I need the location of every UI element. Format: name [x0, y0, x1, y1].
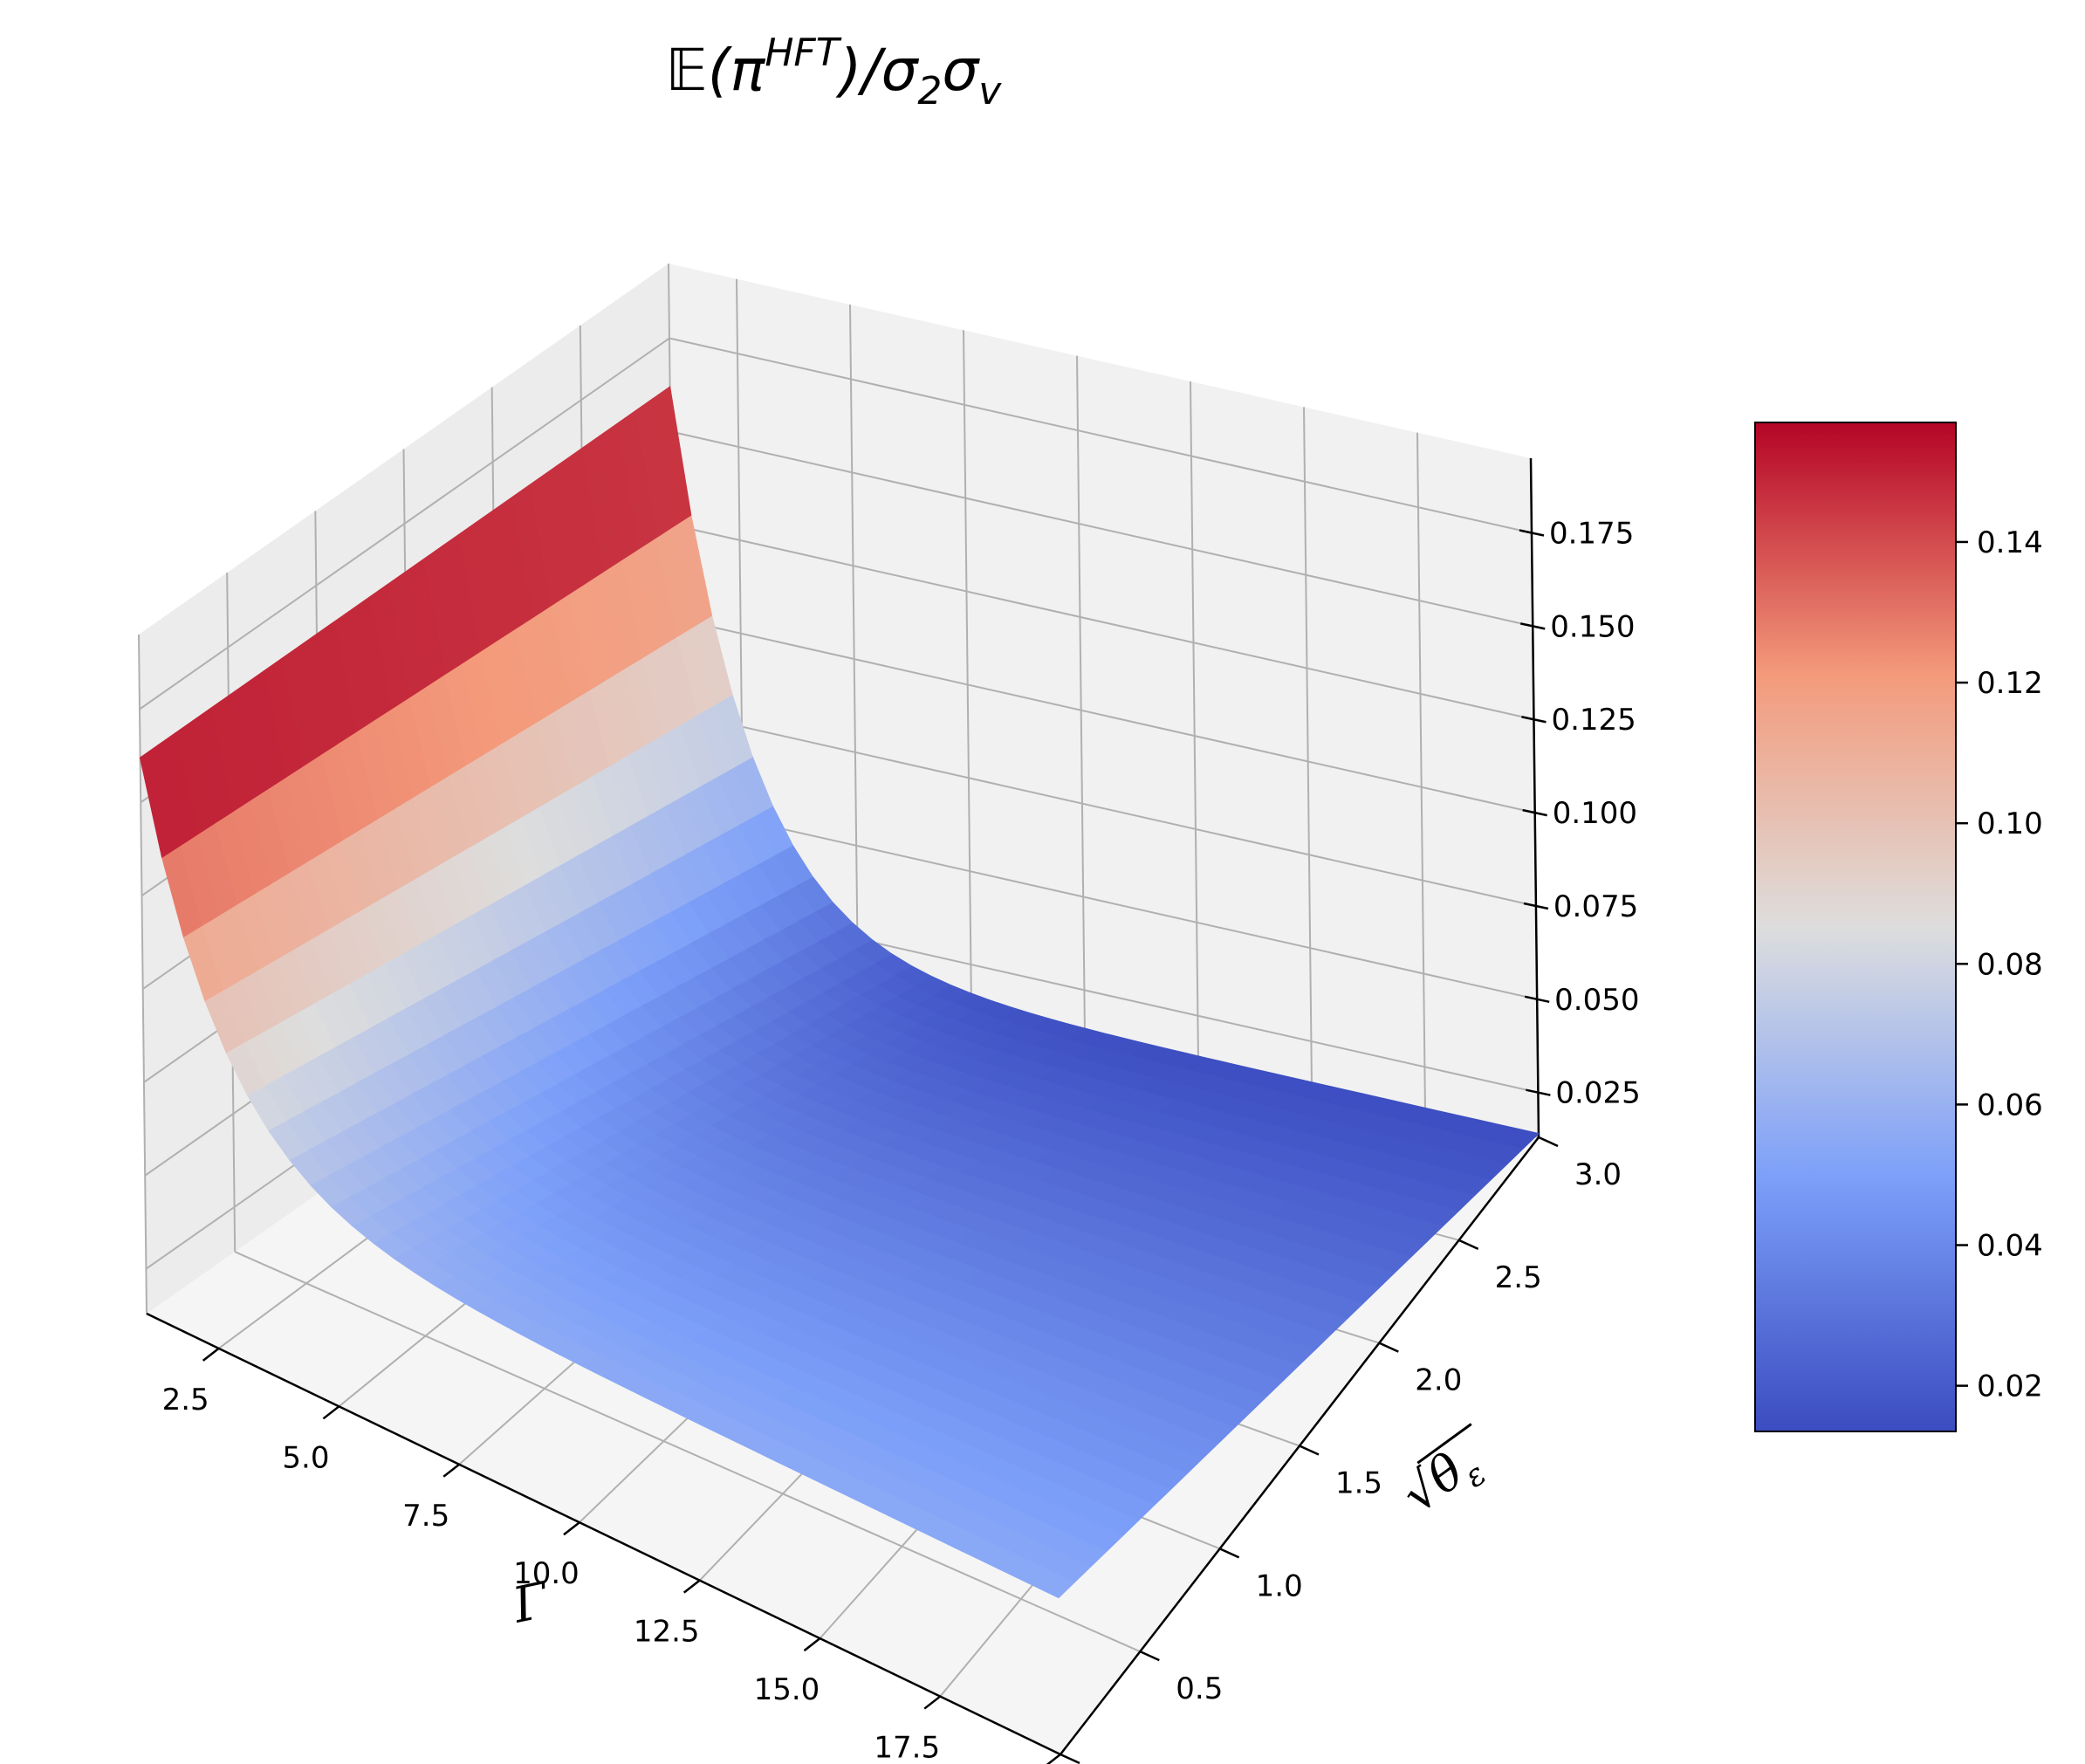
gridline [1076, 355, 1086, 1035]
gridline [1416, 432, 1426, 1112]
x-tick-label: 12.5 [634, 1615, 700, 1650]
y-tick-label: 3.0 [1574, 1157, 1622, 1192]
x-tick-label: 2.5 [162, 1383, 209, 1417]
y-label-radical-bar [1416, 1423, 1472, 1465]
z-tick-mark [1526, 1088, 1551, 1096]
x-axis-line [146, 1312, 1061, 1756]
title-sub: 2 [917, 69, 942, 113]
y-tick-label: 1.5 [1335, 1466, 1382, 1501]
z-axis-line [1529, 457, 1540, 1138]
x-tick-mark [202, 1347, 220, 1362]
title-prefix: 𝔼(π [666, 37, 766, 104]
gridline [138, 634, 147, 1314]
tick-labels: 2.55.07.510.012.515.017.520.00.00.51.01.… [162, 516, 1641, 1764]
gridline [672, 617, 1535, 814]
chart-title: 𝔼(πHFT)/σ2σv [666, 31, 1003, 113]
gridline [963, 330, 972, 1010]
x-tick-label: 7.5 [402, 1499, 449, 1534]
y-tick-label: 0.5 [1176, 1671, 1223, 1706]
x-tick-mark [1046, 1754, 1061, 1764]
title-mid: )/σ [835, 37, 920, 104]
y-tick-mark [1139, 1651, 1160, 1662]
x-tick-mark [563, 1521, 580, 1536]
y-tick-mark [1458, 1239, 1479, 1250]
z-tick-label: 0.100 [1553, 796, 1637, 831]
gridline [674, 803, 1538, 1000]
z-tick-mark [1521, 716, 1547, 724]
y-tick-mark [1299, 1445, 1320, 1456]
y-tick-label: 1.0 [1256, 1568, 1303, 1603]
surface-plot [140, 386, 1540, 1599]
gridline [234, 1251, 1141, 1653]
x-tick-mark [803, 1637, 821, 1652]
title-mid2: σ [942, 37, 980, 104]
z-tick-label: 0.150 [1550, 609, 1635, 644]
back-pane [669, 264, 1539, 1137]
z-tick-mark [1519, 622, 1546, 630]
z-tick-mark [1522, 808, 1547, 817]
title-sub2: v [978, 69, 1002, 113]
colorbar [1754, 422, 1957, 1432]
x-tick-mark [442, 1463, 460, 1478]
surface-patch [140, 745, 181, 858]
x-tick-label: 5.0 [282, 1440, 329, 1475]
colorbar-tick-label: 0.02 [1977, 1369, 2043, 1404]
colorbar-ticks: 0.02 0.04 0.06 0.08 0.10 0.12 0.14 [1956, 525, 2043, 1404]
y-tick-mark [1538, 1136, 1559, 1148]
gridline [849, 304, 859, 984]
x-tick-label: 10.0 [513, 1556, 580, 1591]
x-tick-mark [923, 1695, 942, 1710]
x-tick-label: 17.5 [874, 1731, 940, 1764]
colorbar-tick-label: 0.10 [1977, 806, 2043, 841]
gridline [673, 710, 1537, 907]
colorbar-tick-label: 0.08 [1977, 947, 2043, 982]
colorbar-tick-label: 0.04 [1977, 1229, 2043, 1264]
gridline [1303, 407, 1313, 1087]
z-tick-mark [1519, 529, 1545, 537]
colorbar-tick-label: 0.14 [1977, 525, 2043, 560]
z-tick-mark [1524, 995, 1550, 1004]
z-tick-label: 0.125 [1551, 703, 1636, 738]
svg-text:√θε: √θε [1392, 1433, 1492, 1531]
gridline [1190, 381, 1199, 1060]
z-tick-label: 0.175 [1549, 516, 1634, 551]
z-tick-label: 0.075 [1553, 889, 1638, 924]
y-tick-label: 2.0 [1415, 1363, 1462, 1398]
gridline [139, 337, 670, 710]
z-tick-label: 0.025 [1555, 1076, 1640, 1111]
title-sup: HFT [765, 31, 841, 75]
y-tick-mark [1219, 1548, 1240, 1559]
y-tick-mark [1060, 1753, 1080, 1764]
gridline [671, 524, 1534, 721]
x-tick-label: 15.0 [754, 1672, 820, 1707]
colorbar-tick-label: 0.12 [1977, 666, 2043, 701]
y-axis-label: √θε [1392, 1423, 1492, 1531]
y-tick-label: 2.5 [1495, 1260, 1542, 1295]
y-tick-mark [1378, 1342, 1399, 1353]
x-tick-mark [682, 1579, 701, 1594]
gridline [669, 337, 1533, 534]
gridline [670, 430, 1533, 628]
x-tick-mark [322, 1405, 340, 1420]
colorbar-tick-label: 0.06 [1977, 1088, 2043, 1122]
z-tick-mark [1523, 902, 1549, 910]
z-tick-label: 0.050 [1554, 983, 1639, 1018]
